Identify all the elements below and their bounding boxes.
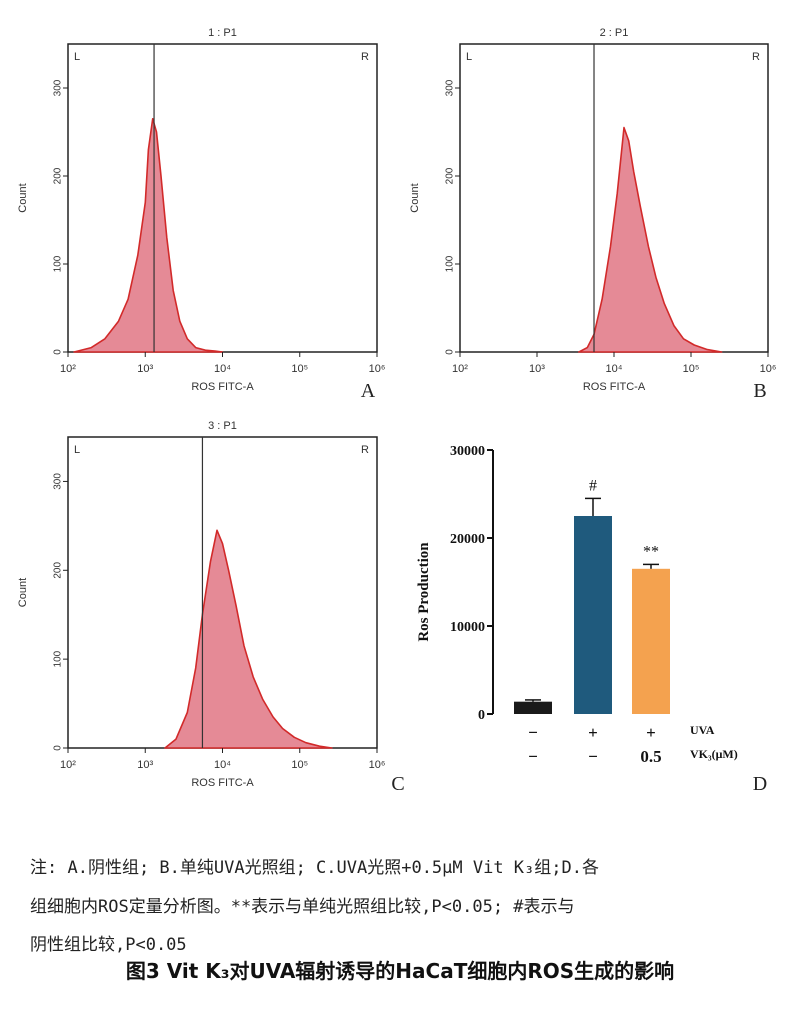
x-tick-label: 10⁴ — [214, 759, 231, 771]
x-tick-label: 10³ — [529, 363, 545, 375]
panel-title: 2 : P1 — [600, 27, 629, 39]
panel-title: 1 : P1 — [208, 27, 237, 39]
x-tick-label: 10⁵ — [291, 759, 308, 771]
histogram-panel-c: 3 : P1 L R 10² 10³ 10⁴ 10⁵ 10⁶ 0 100 200 300 ROS FIT… — [17, 420, 405, 795]
treatment-label: UVA — [690, 723, 715, 737]
histogram-area — [578, 126, 723, 353]
y-tick-label: 10000 — [450, 620, 485, 635]
panel-letter: D — [753, 773, 767, 795]
panel-letter: A — [361, 380, 376, 402]
x-tick-label: 10⁶ — [369, 363, 386, 375]
y-tick-label: 0 — [478, 708, 485, 723]
note-line-2: 组细胞内ROS定量分析图。**表示与单纯光照组比较,P<0.05; #表示与 — [30, 897, 575, 917]
x-tick-label: 10² — [60, 759, 76, 771]
y-tick-label: 300 — [53, 79, 64, 96]
y-tick-label: 0 — [53, 349, 64, 355]
y-tick-label: 300 — [53, 473, 64, 490]
y-tick-label: 200 — [445, 167, 456, 184]
y-axis-label: Count — [17, 578, 29, 607]
gate-label-l: L — [74, 444, 80, 456]
bar-chart-panel-d: 0 10000 20000 30000 Ros Production # ** − + + UVA −… — [416, 444, 767, 795]
x-tick-label: 10² — [452, 363, 468, 375]
y-axis-label: Ros Production — [416, 542, 432, 642]
x-tick-label: 10⁴ — [606, 363, 623, 375]
histogram-area — [73, 118, 224, 353]
x-tick-label: 10⁵ — [291, 363, 308, 375]
y-tick-label: 20000 — [450, 532, 485, 547]
y-axis-label: Count — [409, 183, 421, 212]
y-tick-label: 200 — [53, 167, 64, 184]
panel-letter: B — [753, 380, 766, 402]
treatment-value: − — [528, 747, 538, 766]
gate-label-l: L — [466, 51, 472, 63]
treatment-value: − — [588, 747, 598, 766]
histogram-panel-b: 2 : P1 L R 10² 10³ 10⁴ 10⁵ 10⁶ 0 100 200 300 ROS FIT… — [409, 27, 776, 402]
x-tick-label: 10⁵ — [683, 363, 700, 375]
significance-mark: ** — [643, 543, 659, 560]
y-tick-label: 30000 — [450, 444, 485, 459]
gate-label-l: L — [74, 51, 80, 63]
bar — [632, 568, 670, 714]
histogram-panel-a: 1 : P1 L R 10² 10³ 10⁴ 10⁵ 10⁶ 0 100 200 300 ROS FIT… — [17, 27, 385, 402]
y-tick-label: 100 — [53, 650, 64, 667]
x-tick-label: 10² — [60, 363, 76, 375]
y-tick-label: 200 — [53, 562, 64, 579]
x-axis-label: ROS FITC-A — [191, 381, 254, 393]
note-line-3: 阴性组比较,P<0.05 — [30, 935, 187, 955]
figure-caption: 图3 Vit K₃对UVA辐射诱导的HaCaT细胞内ROS生成的影响 — [125, 959, 675, 983]
treatment-value: 0.5 — [640, 747, 661, 766]
treatment-value: + — [646, 723, 656, 742]
treatment-label: VK₃(μM) — [690, 747, 738, 761]
bar — [574, 516, 612, 714]
histogram-area — [164, 529, 333, 749]
y-tick-label: 100 — [53, 255, 64, 272]
bar — [514, 701, 552, 714]
note-line-1: 注: A.阴性组; B.单纯UVA光照组; C.UVA光照+0.5μM Vit … — [30, 858, 599, 878]
x-tick-label: 10⁶ — [369, 759, 386, 771]
x-tick-label: 10⁶ — [760, 363, 777, 375]
x-tick-label: 10³ — [137, 759, 153, 771]
y-tick-label: 100 — [445, 255, 456, 272]
y-axis-label: Count — [17, 183, 29, 212]
gate-label-r: R — [361, 51, 369, 63]
x-tick-label: 10⁴ — [214, 363, 231, 375]
gate-label-r: R — [752, 51, 760, 63]
treatment-value: + — [588, 723, 598, 742]
panel-letter: C — [391, 773, 404, 795]
x-axis-label: ROS FITC-A — [191, 777, 254, 789]
gate-label-r: R — [361, 444, 369, 456]
panel-title: 3 : P1 — [208, 420, 237, 432]
treatment-value: − — [528, 723, 538, 742]
plot-frame — [67, 43, 378, 353]
x-tick-label: 10³ — [137, 363, 153, 375]
y-tick-label: 0 — [53, 745, 64, 751]
y-tick-label: 300 — [445, 79, 456, 96]
figure: 1 : P1 L R 10² 10³ 10⁴ 10⁵ 10⁶ 0 100 200 300 ROS FIT… — [17, 27, 776, 795]
y-tick-label: 0 — [445, 349, 456, 355]
x-axis-label: ROS FITC-A — [583, 381, 646, 393]
significance-mark: # — [589, 477, 597, 494]
